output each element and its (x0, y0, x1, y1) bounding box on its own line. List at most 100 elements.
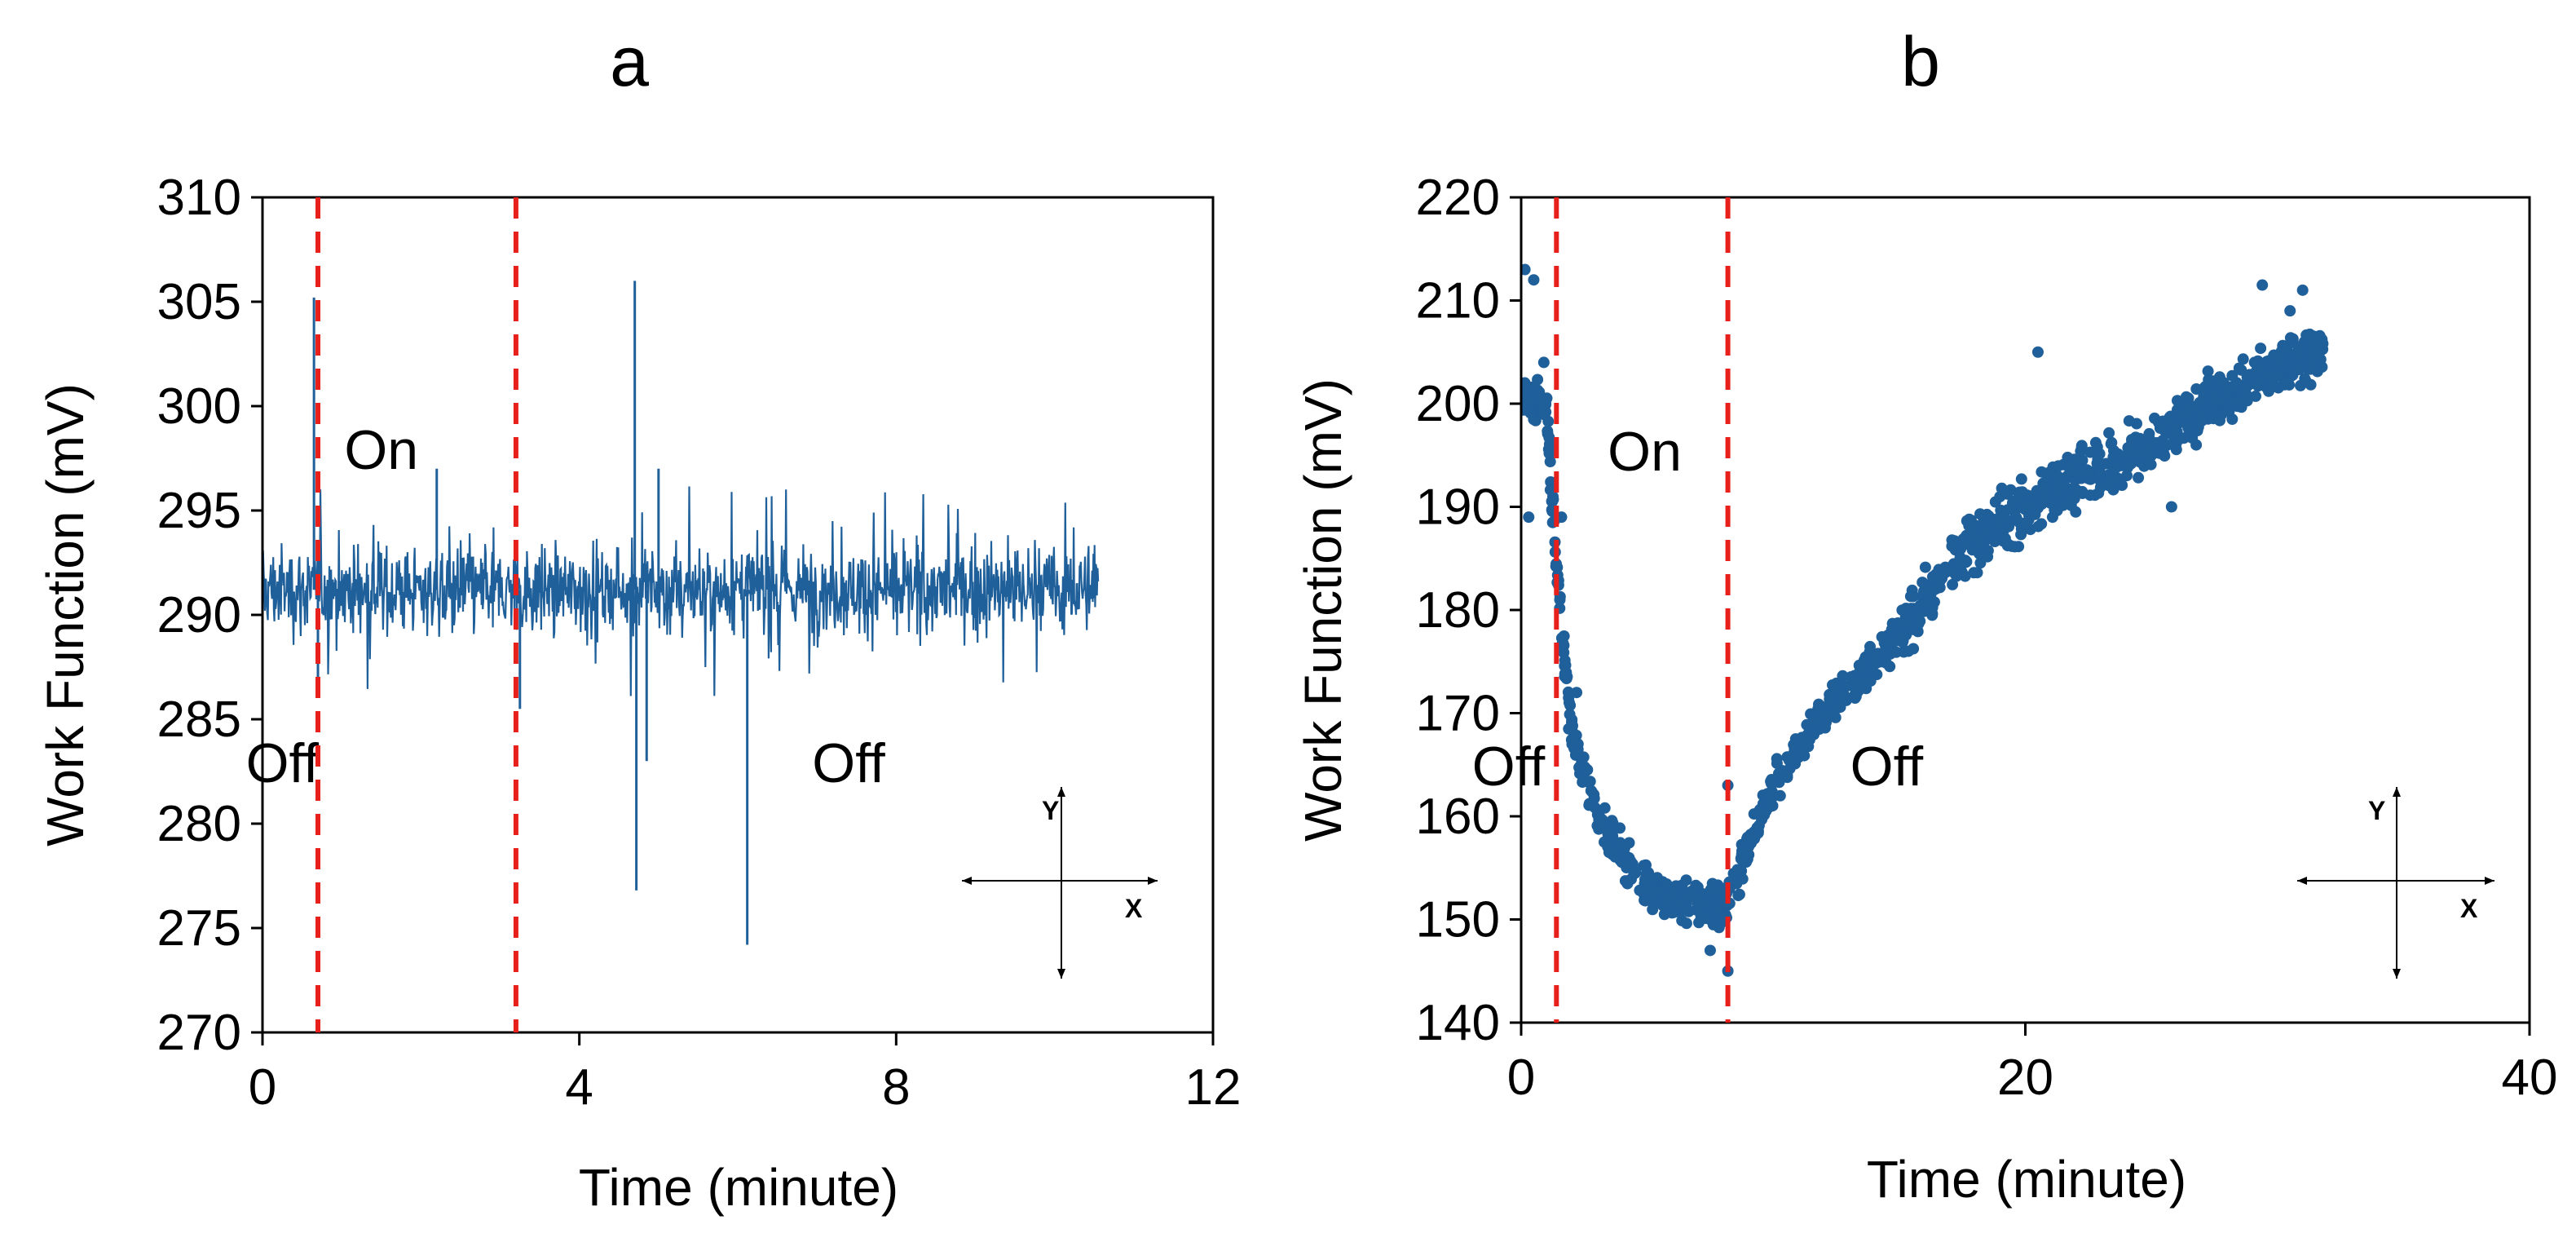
scatter-point (1599, 802, 1611, 814)
scatter-point (2300, 329, 2313, 341)
scatter-point (1602, 841, 1614, 853)
scatter-point (1912, 610, 1923, 622)
panel-a-y-axis-label: Work Function (mV) (36, 383, 95, 846)
scatter-point (1583, 799, 1595, 811)
scatter-point (1640, 895, 1652, 906)
scatter-point (1567, 732, 1579, 745)
scatter-point (2293, 364, 2305, 376)
scatter-point (2123, 415, 2135, 427)
scatter-point (2190, 383, 2203, 395)
scatter-point (2305, 340, 2318, 352)
scatter-point (2121, 457, 2133, 470)
scatter-point (2305, 363, 2316, 375)
scatter-point (2250, 376, 2262, 388)
scatter-point (2182, 422, 2194, 434)
scatter-point (1731, 864, 1744, 876)
scatter-point (1919, 598, 1931, 610)
scatter-point (2111, 472, 2124, 484)
scatter-point (1566, 723, 1578, 736)
scatter-point (2084, 489, 2097, 502)
scatter-point (2015, 528, 2027, 541)
y-tick-label: 300 (157, 378, 241, 435)
scatter-point (1867, 665, 1879, 678)
scatter-point (1625, 855, 1637, 867)
scatter-point (1765, 777, 1777, 789)
scatter-point (2145, 458, 2157, 471)
panel-b-x-axis-label: Time (minute) (1867, 1150, 2186, 1209)
scatter-point (1829, 711, 1842, 723)
compass-arrow-up-icon (1057, 787, 1065, 797)
scatter-point (2132, 447, 2144, 458)
scatter-point (1982, 550, 1994, 563)
scatter-point (1864, 675, 1877, 687)
scatter-point (2023, 497, 2036, 510)
scatter-point (2029, 508, 2041, 520)
scatter-point (1901, 615, 1913, 627)
panel-a-ticks: 270 275 280 285 290 295 300 305 310 0 4 8 12 (157, 170, 1242, 1116)
scatter-point (2105, 438, 2117, 450)
scatter-point (1993, 521, 2005, 533)
y-tick-label: 180 (1416, 582, 1500, 639)
scatter-point (1705, 886, 1718, 898)
compass-arrow-left-icon (2297, 877, 2307, 885)
scatter-point (2167, 430, 2179, 442)
panel-a-annotation-off-left: Off (246, 732, 320, 794)
scatter-point (1788, 739, 1800, 751)
scatter-point (2124, 444, 2136, 456)
compass-arrow-up-icon (2393, 787, 2401, 797)
y-tick-label: 275 (157, 900, 241, 957)
scatter-point (1746, 833, 1758, 845)
x-tick-label: 0 (1507, 1050, 1535, 1106)
scatter-point (2065, 499, 2077, 511)
scatter-point (2182, 392, 2194, 404)
scatter-point (1981, 525, 1993, 537)
scatter-point (2272, 351, 2284, 364)
panel-a-xy-compass: Y X (962, 787, 1158, 979)
scatter-point (1790, 751, 1802, 763)
scatter-point (1546, 495, 1558, 507)
scatter-point (1858, 654, 1870, 666)
scatter-point-outlier (1521, 263, 1531, 276)
scatter-point (2256, 362, 2268, 374)
scatter-point (1732, 890, 1745, 902)
scatter-point (1869, 652, 1881, 664)
y-tick-label: 280 (157, 796, 241, 852)
scatter-point (2278, 378, 2291, 391)
scatter-point (1894, 630, 1906, 643)
scatter-point (2305, 354, 2317, 366)
y-tick-label: 270 (157, 1005, 241, 1061)
scatter-point (1820, 708, 1833, 720)
scatter-point (2143, 448, 2155, 460)
scatter-point (2015, 473, 2027, 485)
x-tick-label: 0 (249, 1059, 276, 1116)
scatter-point (2178, 432, 2190, 444)
scatter-point (1580, 765, 1592, 777)
y-tick-label: 310 (157, 170, 241, 226)
compass-arrow-right-icon (2485, 877, 2494, 885)
scatter-point (1614, 837, 1626, 849)
panel-a-plot-area (262, 281, 1100, 945)
scatter-point (1947, 578, 1959, 590)
scatter-point (1774, 789, 1786, 802)
y-tick-label: 160 (1416, 789, 1500, 845)
scatter-point (2202, 365, 2214, 378)
scatter-point (1906, 584, 1918, 596)
scatter-point (1876, 631, 1888, 643)
x-tick-label: 12 (1185, 1059, 1242, 1116)
scatter-point (1543, 438, 1555, 450)
scatter-point (1585, 785, 1597, 797)
scatter-point (2036, 518, 2048, 530)
scatter-point (1836, 696, 1847, 708)
scatter-point (2310, 332, 2322, 344)
scatter-point (1521, 378, 1531, 390)
scatter-point (2222, 384, 2234, 396)
compass-arrow-left-icon (962, 877, 972, 885)
panel-b-ticks: 140 150 160 170 180 190 200 210 220 0 20 40 (1416, 170, 2558, 1106)
scatter-point (1634, 884, 1646, 896)
scatter-point (2070, 455, 2082, 467)
scatter-point (1781, 769, 1793, 781)
scatter-point (2046, 511, 2058, 524)
scatter-point (1701, 900, 1714, 913)
y-tick-label: 210 (1416, 273, 1500, 329)
